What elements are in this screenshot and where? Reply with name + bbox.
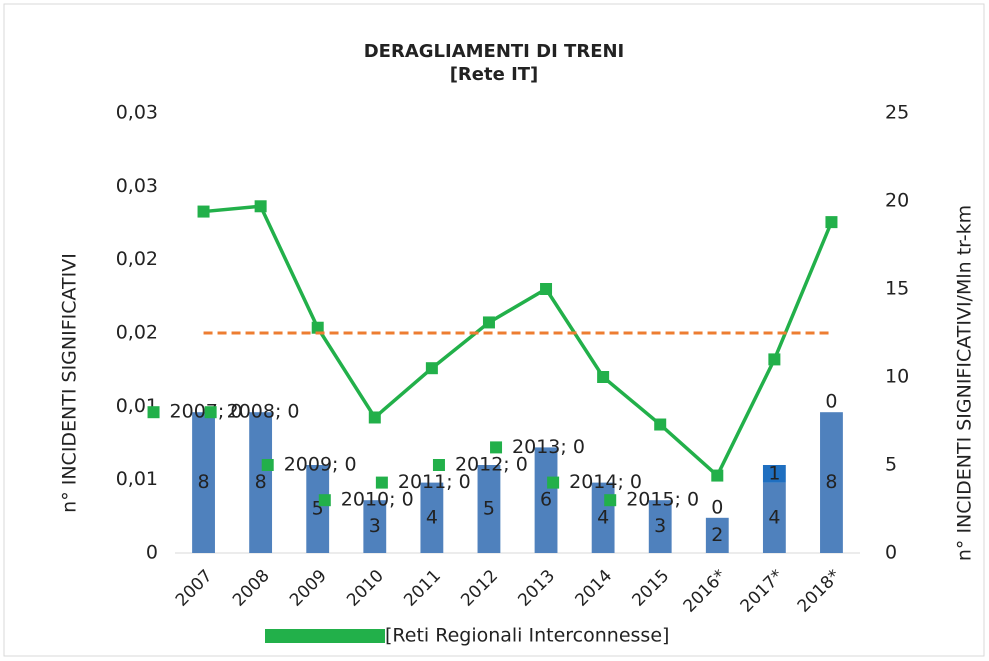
bar-value-label: 1 bbox=[768, 462, 780, 484]
bar bbox=[762, 465, 786, 483]
line-marker bbox=[254, 200, 267, 213]
line-marker bbox=[768, 353, 781, 366]
bar-value-label: 0 bbox=[711, 496, 723, 518]
point-label: 2008; 0 bbox=[227, 401, 300, 423]
bar bbox=[477, 465, 501, 553]
point-label: 2014; 0 bbox=[569, 471, 642, 493]
bar-value-label: 8 bbox=[197, 471, 209, 493]
line-marker bbox=[368, 411, 381, 424]
bar-value-label: 6 bbox=[540, 489, 552, 511]
line bbox=[203, 204, 834, 479]
point-marker bbox=[604, 494, 617, 507]
bar bbox=[705, 517, 729, 553]
point-label: 2013; 0 bbox=[512, 436, 585, 458]
line-marker bbox=[597, 371, 610, 383]
y-tick-label: 0,02 bbox=[116, 322, 158, 344]
y2-tick-label: 15 bbox=[885, 278, 909, 300]
y2-tick-label: 25 bbox=[885, 102, 909, 124]
point-label: 2011; 0 bbox=[398, 471, 471, 493]
y-tick-label: 0,01 bbox=[116, 395, 158, 417]
bar-value-label: 3 bbox=[654, 515, 666, 537]
y2-tick-label: 0 bbox=[885, 542, 897, 564]
y2-tick-label: 20 bbox=[885, 190, 909, 212]
line-marker bbox=[540, 283, 553, 295]
y-tick-label: 0 bbox=[146, 542, 158, 564]
bar-value-label: 4 bbox=[426, 506, 438, 528]
point-label: 2009; 0 bbox=[284, 454, 357, 476]
line-marker bbox=[311, 321, 324, 334]
point-marker bbox=[375, 476, 388, 489]
line-marker bbox=[197, 205, 210, 218]
point-marker bbox=[490, 441, 503, 454]
y-tick-label: 0,03 bbox=[116, 175, 158, 197]
line-marker bbox=[825, 216, 838, 229]
chart-subtitle: [Rete IT] bbox=[450, 64, 539, 85]
line-marker bbox=[425, 362, 438, 375]
y-tick-label: 0,02 bbox=[116, 248, 158, 270]
bar-value-label: 0 bbox=[825, 391, 837, 413]
line-marker bbox=[711, 469, 724, 482]
chart-title: DERAGLIAMENTI DI TRENI bbox=[364, 41, 625, 62]
bar-value-label: 8 bbox=[825, 471, 837, 493]
point-label: 2015; 0 bbox=[626, 489, 699, 511]
y-tick-label: 0,01 bbox=[116, 468, 158, 490]
point-marker bbox=[318, 494, 331, 507]
bar bbox=[192, 412, 215, 553]
point-label: 2012; 0 bbox=[455, 454, 528, 476]
point-marker bbox=[261, 459, 274, 471]
bar bbox=[820, 412, 843, 553]
point-label: 2010; 0 bbox=[341, 489, 414, 511]
y2-tick-label: 10 bbox=[885, 366, 909, 388]
bar-value-label: 3 bbox=[369, 515, 381, 537]
y2-axis-label: n° INCIDENTI SIGNIFICATIVI/Mln tr-km bbox=[954, 205, 976, 561]
bar bbox=[420, 482, 444, 553]
point-marker bbox=[147, 406, 160, 419]
bar-value-label: 8 bbox=[255, 471, 267, 493]
bar-value-label: 4 bbox=[768, 506, 780, 528]
point-marker bbox=[204, 406, 217, 419]
point-marker bbox=[432, 459, 445, 471]
y2-tick-label: 5 bbox=[885, 454, 897, 476]
bar-value-label: 4 bbox=[597, 506, 609, 528]
legend-label: [Reti Regionali Interconnesse] bbox=[385, 625, 669, 647]
bar bbox=[762, 482, 786, 553]
bar-value-label: 5 bbox=[483, 498, 495, 520]
bar bbox=[534, 447, 558, 553]
line-marker bbox=[482, 316, 495, 329]
point-marker bbox=[547, 476, 560, 489]
bar bbox=[306, 465, 330, 553]
line-marker bbox=[654, 418, 667, 431]
y-axis-label: n° INCIDENTI SIGNIFICATIVI bbox=[59, 253, 81, 513]
bar bbox=[363, 500, 387, 553]
bar bbox=[249, 412, 273, 553]
bar bbox=[648, 500, 672, 553]
y-tick-label: 0,03 bbox=[116, 102, 158, 124]
bar-value-label: 2 bbox=[711, 524, 723, 546]
